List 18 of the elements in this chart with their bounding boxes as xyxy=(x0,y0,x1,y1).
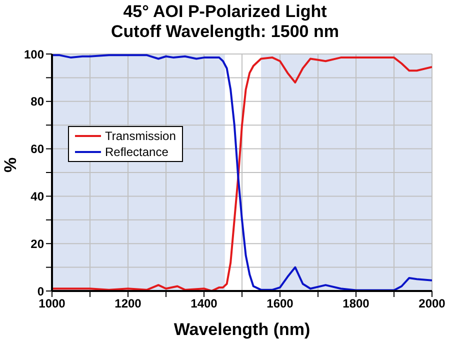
y-tick-label: 0 xyxy=(37,284,44,298)
x-tick-label: 1600 xyxy=(266,296,294,311)
y-tick-label: 40 xyxy=(30,189,44,204)
x-axis-title: Wavelength (nm) xyxy=(174,320,310,339)
y-tick-label: 100 xyxy=(24,47,44,62)
y-tick-label: 80 xyxy=(30,94,44,109)
legend-label: Transmission xyxy=(105,128,176,144)
x-tick-label: 1800 xyxy=(342,296,370,311)
x-tick-label: 1000 xyxy=(38,296,66,311)
y-tick-label: 60 xyxy=(30,142,44,156)
chart-title: 45° AOI P-Polarized Light xyxy=(122,2,328,22)
y-axis-title: % xyxy=(1,157,20,172)
x-tick-label: 1200 xyxy=(114,296,142,311)
x-tick-label: 1400 xyxy=(190,296,218,311)
y-tick-label: 20 xyxy=(30,236,44,251)
chart-subtitle: Cutoff Wavelength: 1500 nm xyxy=(110,22,340,42)
x-tick-label: 2000 xyxy=(418,296,446,311)
legend-label: Reflectance xyxy=(105,144,168,160)
